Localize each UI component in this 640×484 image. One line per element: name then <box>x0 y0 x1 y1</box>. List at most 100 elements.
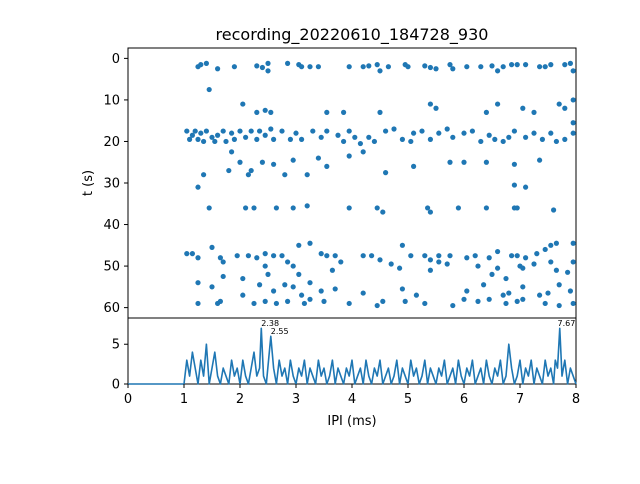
raster-point <box>259 159 265 165</box>
raster-point <box>483 205 489 211</box>
raster-point <box>570 97 576 103</box>
raster-point <box>436 130 442 136</box>
raster-point <box>511 161 517 167</box>
raster-point <box>296 271 302 277</box>
raster-point <box>405 64 411 70</box>
raster-point <box>413 292 419 298</box>
raster-point <box>469 128 475 134</box>
raster-point <box>567 288 574 294</box>
raster-point <box>341 109 347 115</box>
raster-point <box>506 290 512 296</box>
raster-point <box>447 253 453 259</box>
raster-point <box>509 253 515 259</box>
raster-point <box>542 246 548 253</box>
histogram-x-tick-label: 6 <box>460 392 468 407</box>
raster-point <box>357 140 363 147</box>
raster-point <box>374 62 380 68</box>
raster-point <box>321 298 327 304</box>
raster-y-tick-label: 40 <box>103 218 120 233</box>
raster-y-tick-label: 60 <box>103 301 120 316</box>
raster-point <box>500 138 506 145</box>
raster-points <box>184 60 576 309</box>
raster-point <box>243 134 249 140</box>
raster-point <box>562 136 568 142</box>
raster-point <box>475 298 481 304</box>
raster-point <box>195 184 201 190</box>
peak-label: 2.55 <box>271 327 289 336</box>
raster-point <box>229 149 235 155</box>
raster-point <box>433 105 439 111</box>
raster-point <box>262 251 268 257</box>
raster-point <box>464 288 470 294</box>
raster-point <box>259 64 265 71</box>
raster-point <box>447 159 453 165</box>
raster-point <box>523 184 529 190</box>
raster-point <box>542 64 548 70</box>
raster-point <box>318 251 324 257</box>
raster-point <box>346 64 352 70</box>
raster-point <box>478 64 484 70</box>
raster-point <box>511 128 517 134</box>
raster-y-tick-label: 0 <box>112 52 120 67</box>
raster-point <box>332 286 338 292</box>
raster-point <box>262 107 268 113</box>
raster-point <box>324 109 330 115</box>
raster-point <box>360 253 366 259</box>
raster-point <box>514 298 520 304</box>
raster-point <box>231 64 237 70</box>
raster-point <box>570 120 576 126</box>
raster-point <box>545 290 551 296</box>
raster-point <box>296 242 302 248</box>
raster-point <box>520 265 526 271</box>
raster-point <box>475 263 481 269</box>
raster-point <box>352 134 358 140</box>
raster-point <box>495 265 501 271</box>
raster-point <box>251 300 257 307</box>
raster-point <box>483 109 489 115</box>
raster-point <box>542 300 548 307</box>
histogram-y-ticks: 05 <box>112 338 128 393</box>
raster-point <box>240 101 246 107</box>
raster-point <box>206 205 212 211</box>
raster-point <box>427 267 433 273</box>
raster-point <box>520 105 526 111</box>
raster-point <box>377 68 383 74</box>
raster-point <box>483 159 489 165</box>
histogram-y-tick-label: 0 <box>112 378 120 393</box>
raster-point <box>268 126 274 132</box>
raster-point <box>565 269 571 275</box>
raster-point <box>271 161 277 167</box>
raster-point <box>461 159 467 165</box>
raster-point <box>461 130 467 136</box>
raster-point <box>203 128 209 134</box>
raster-point <box>531 109 537 115</box>
raster-point <box>427 136 433 142</box>
raster-point <box>240 292 246 298</box>
raster-point <box>399 242 405 248</box>
raster-frame <box>127 47 577 319</box>
raster-point <box>385 64 391 70</box>
raster-point <box>184 251 190 257</box>
raster-point <box>539 136 546 142</box>
raster-point <box>346 205 352 211</box>
raster-point <box>307 280 313 286</box>
raster-point <box>570 300 576 307</box>
raster-point <box>523 62 529 68</box>
raster-point <box>324 253 330 259</box>
raster-y-tick-label: 20 <box>103 135 120 150</box>
raster-point <box>257 282 263 288</box>
histogram-x-tick-label: 3 <box>292 392 300 407</box>
raster-point <box>271 288 277 294</box>
raster-point <box>307 296 313 302</box>
raster-point <box>282 172 288 178</box>
raster-point <box>346 128 352 134</box>
raster-point <box>380 298 386 304</box>
raster-point <box>427 64 433 71</box>
raster-point <box>570 240 576 246</box>
raster-point <box>523 134 529 140</box>
chart-title: recording_20220610_184728_930 <box>216 25 489 45</box>
raster-point <box>436 259 442 265</box>
peak-label: 7.67 <box>558 319 576 328</box>
raster-point <box>243 205 249 211</box>
